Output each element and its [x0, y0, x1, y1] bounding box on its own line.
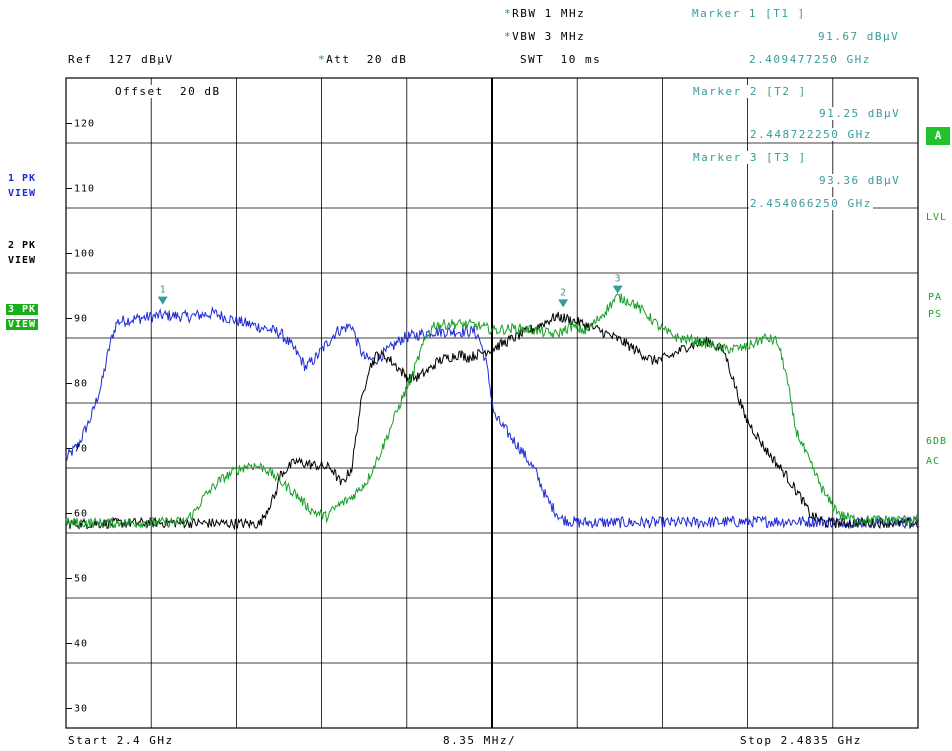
marker3-title: Marker 3 [T3 ] — [692, 151, 808, 164]
marker2-frequency: 2.448722250 GHz — [749, 128, 873, 141]
marker-triangle — [157, 296, 168, 305]
trace-line-2 — [65, 311, 919, 531]
marker1-level: 91.67 dBµV — [818, 30, 900, 43]
y-tick-label: 120 — [74, 119, 95, 130]
lvl-label: LVL — [926, 212, 948, 223]
attenuation-readout: *Att 20 dB — [318, 53, 408, 66]
marker-number-label: 3 — [615, 274, 621, 285]
ps-label: PS — [928, 309, 943, 320]
offset-readout: Offset 20 dB — [114, 85, 222, 98]
y-tick-label: 90 — [74, 314, 88, 325]
y-tick-label: 110 — [74, 184, 95, 195]
marker-triangle — [558, 299, 569, 308]
marker3-level: 93.36 dBµV — [818, 174, 902, 187]
marker2-level: 91.25 dBµV — [818, 107, 902, 120]
stop-frequency: Stop 2.4835 GHz — [740, 734, 862, 747]
y-tick-label: 100 — [74, 249, 95, 260]
marker1-frequency: 2.409477250 GHz — [749, 53, 871, 66]
swt-readout: SWT 10 ms — [520, 53, 602, 66]
marker2-title: Marker 2 [T2 ] — [692, 85, 808, 98]
vbw-readout: *VBW 3 MHz — [504, 30, 586, 43]
y-tick-label: 70 — [74, 444, 88, 455]
trace2-legend[interactable]: 2 PK VIEW — [8, 240, 37, 266]
y-tick-label: 80 — [74, 379, 88, 390]
marker3-frequency: 2.454066250 GHz — [749, 197, 873, 210]
a-indicator-box: A — [926, 127, 950, 145]
y-tick-label: 30 — [74, 704, 88, 715]
ref-level-readout: Ref 127 dBµV — [68, 53, 174, 66]
trace3-legend[interactable]: 3 PK VIEW — [6, 304, 39, 330]
marker-number-label: 1 — [160, 285, 166, 296]
y-tick-label: 40 — [74, 639, 88, 650]
trace-line-3 — [65, 293, 919, 530]
marker-number-label: 2 — [560, 287, 566, 298]
pa-label: PA — [928, 292, 943, 303]
trace-line-1 — [65, 306, 919, 530]
trace1-legend[interactable]: 1 PK VIEW — [8, 173, 37, 199]
y-tick-label: 50 — [74, 574, 88, 585]
span-per-division: 8.35 MHz/ — [443, 734, 517, 747]
marker1-title: Marker 1 [T1 ] — [692, 7, 806, 20]
y-tick-label: 60 — [74, 509, 88, 520]
marker-triangle — [612, 285, 623, 294]
rbw-readout: *RBW 1 MHz — [504, 7, 586, 20]
6db-label: 6DB — [926, 436, 948, 447]
start-frequency: Start 2.4 GHz — [68, 734, 174, 747]
ac-label: AC — [926, 456, 941, 467]
